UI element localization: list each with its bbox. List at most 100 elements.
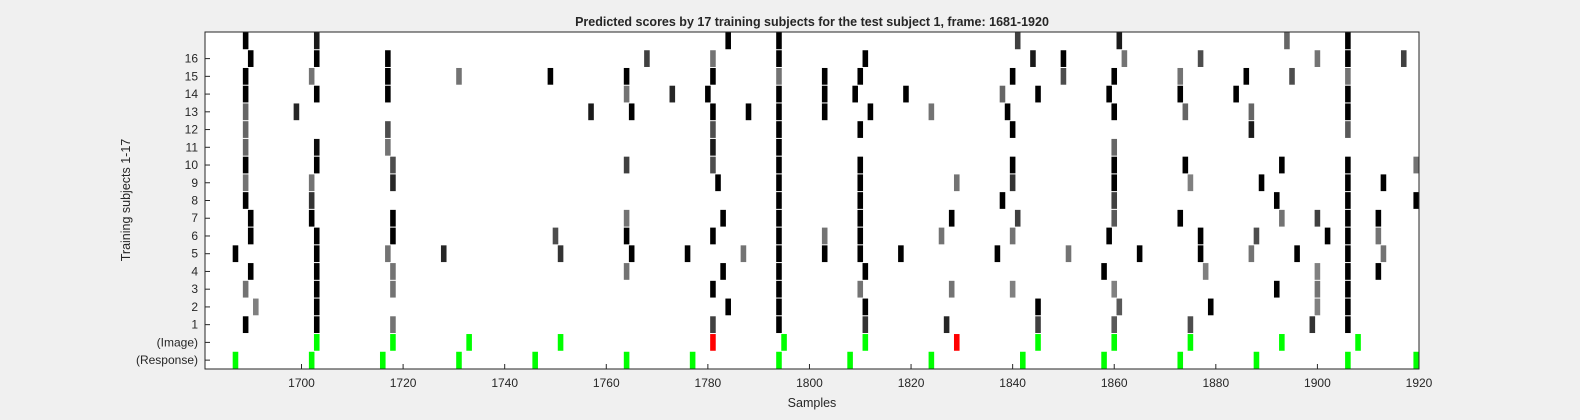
heatmap-cell	[1197, 245, 1204, 263]
heatmap-cell	[313, 50, 320, 67]
heatmap-cell	[242, 316, 249, 334]
heatmap-cell	[1233, 85, 1239, 103]
y-tick-label: 7	[191, 211, 198, 225]
y-tick-label: 4	[191, 264, 198, 278]
heatmap-cell	[1345, 192, 1351, 209]
heatmap-cell	[1014, 32, 1021, 50]
heatmap-cell	[862, 316, 869, 334]
heatmap-cell	[857, 245, 864, 263]
heatmap-cell	[720, 209, 726, 227]
heatmap-cell	[857, 174, 864, 192]
heatmap-cell	[776, 103, 782, 121]
heatmap-cell	[1111, 280, 1118, 298]
heatmap-cell	[776, 209, 782, 227]
heatmap-cell	[1284, 32, 1290, 50]
heatmap-cell	[1187, 334, 1194, 351]
heatmap-cell	[1345, 156, 1351, 174]
heatmap-cell	[313, 245, 320, 263]
heatmap-cell	[1314, 50, 1321, 67]
x-tick-label: 1800	[796, 376, 823, 390]
x-axis-label: Samples	[788, 396, 837, 410]
heatmap-cell	[313, 263, 320, 280]
heatmap-cell	[1065, 245, 1072, 263]
heatmap-cell	[1207, 298, 1214, 316]
heatmap-cell	[242, 85, 249, 103]
heatmap-cell	[456, 67, 462, 85]
heatmap-cell	[1273, 192, 1280, 209]
heatmap-cell	[1253, 227, 1260, 245]
heatmap-cell	[928, 351, 935, 369]
heatmap-cell	[776, 351, 782, 369]
heatmap-cell	[1355, 334, 1361, 351]
heatmap-cell	[623, 351, 630, 369]
heatmap-cell	[242, 192, 249, 209]
heatmap-cell	[1009, 121, 1016, 138]
heatmap-cell	[1248, 245, 1255, 263]
heatmap-cell	[385, 121, 391, 138]
x-tick-label: 1760	[593, 376, 620, 390]
heatmap-cell	[247, 50, 254, 67]
heatmap-cell	[552, 227, 559, 245]
heatmap-cell	[466, 334, 472, 351]
heatmap-cell	[1111, 174, 1118, 192]
heatmap-cell	[390, 209, 396, 227]
heatmap-cell	[385, 67, 391, 85]
heatmap-cell	[1116, 32, 1123, 50]
y-tick-label: (Response)	[136, 353, 198, 367]
heatmap-cell	[623, 156, 630, 174]
heatmap-cell	[1182, 156, 1189, 174]
plot-background	[205, 32, 1419, 369]
heatmap-cell	[1177, 209, 1184, 227]
heatmap-cell	[1253, 351, 1260, 369]
heatmap-cell	[308, 192, 315, 209]
y-tick-label: 12	[185, 123, 199, 137]
heatmap-cell	[928, 103, 935, 121]
heatmap-cell	[710, 156, 716, 174]
heatmap-cell	[857, 121, 864, 138]
heatmap-cell	[1345, 351, 1351, 369]
heatmap-cell	[440, 245, 447, 263]
heatmap-cell	[857, 280, 864, 298]
y-tick-label: 8	[191, 194, 198, 208]
heatmap-cell	[623, 85, 630, 103]
heatmap-cell	[242, 138, 249, 156]
heatmap-cell	[781, 334, 787, 351]
heatmap-cell	[1243, 67, 1250, 85]
heatmap-cell	[247, 209, 254, 227]
heatmap-cell	[253, 298, 259, 316]
heatmap-cell	[313, 334, 320, 351]
heatmap-cell	[242, 32, 249, 50]
y-tick-label: 2	[191, 300, 198, 314]
heatmap-cell	[1177, 85, 1184, 103]
y-tick-label: (Image)	[157, 335, 198, 349]
heatmap-cell	[1009, 174, 1016, 192]
heatmap-cell	[1121, 50, 1128, 67]
heatmap-cell	[1324, 227, 1331, 245]
heatmap-cell	[1345, 85, 1351, 103]
heatmap-cell	[710, 103, 716, 121]
heatmap-cell	[1111, 103, 1118, 121]
heatmap-cell	[390, 334, 396, 351]
heatmap-cell	[862, 50, 869, 67]
heatmap-cell	[308, 67, 315, 85]
heatmap-cell	[857, 67, 864, 85]
heatmap-cell	[776, 280, 782, 298]
heatmap-cell	[308, 351, 315, 369]
heatmap-cell	[1111, 316, 1118, 334]
heatmap-cell	[1273, 280, 1280, 298]
heatmap-cell	[1279, 209, 1285, 227]
heatmap-cell	[1345, 280, 1351, 298]
chart-title: Predicted scores by 17 training subjects…	[575, 15, 1049, 29]
heatmap-cell	[776, 121, 782, 138]
heatmap-cell	[308, 174, 315, 192]
heatmap-cell	[242, 174, 249, 192]
heatmap-cell	[390, 174, 396, 192]
heatmap-cell	[689, 351, 696, 369]
heatmap-cell	[1009, 227, 1016, 245]
heatmap-cell	[313, 280, 320, 298]
x-tick-label: 1720	[390, 376, 417, 390]
heatmap-cell	[1187, 316, 1194, 334]
heatmap-cell	[1020, 351, 1026, 369]
x-tick-label: 1920	[1406, 376, 1433, 390]
heatmap-cell	[1345, 245, 1351, 263]
